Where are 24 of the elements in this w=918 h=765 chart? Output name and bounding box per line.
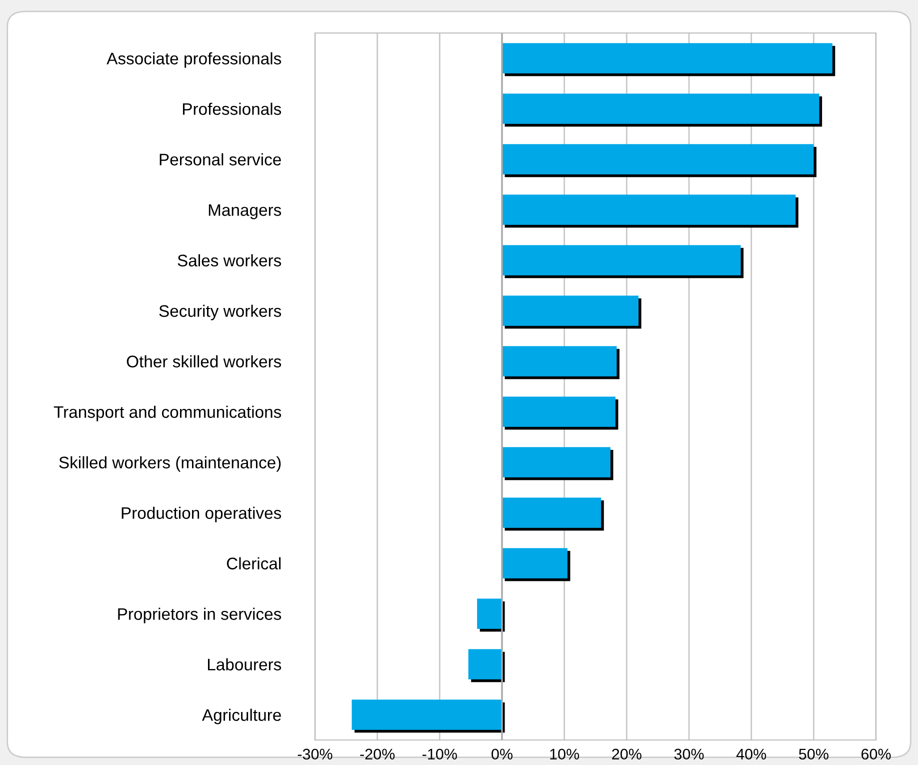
x-tick-label: -20% [360,748,395,760]
y-tick-label: Security workers [159,304,282,320]
y-tick-label: Personal service [160,153,281,166]
y-tick-label: Managers [208,204,282,220]
x-tick-label: -10% [422,748,457,760]
x-tick-label: 50% [798,748,828,760]
y-tick-label: Transport and communications [54,406,282,422]
y-tick-label: Proprietors in services [118,608,282,624]
y-tick-label: Agriculture [202,708,281,724]
y-tick-label: Other skilled workers [126,355,282,368]
y-tick-label: Clerical [226,557,281,570]
y-tick-label: Skilled workers (maintenance) [59,456,281,472]
y-tick-label: Labourers [208,658,282,670]
x-tick-label: 20% [612,748,642,760]
x-tick-label: 30% [674,748,704,760]
y-tick-label: Professionals [182,102,282,115]
y-tick-label: Production operatives [122,506,282,522]
x-tick-label: -30% [298,748,332,760]
y-tick-label: Associate professionals [106,52,282,68]
x-tick-label: 10% [550,748,580,760]
x-tick-label: 0% [492,748,512,760]
x-tick-label: 40% [736,748,766,760]
y-tick-label: Sales workers [178,254,282,266]
x-tick-label: 60% [861,748,891,760]
